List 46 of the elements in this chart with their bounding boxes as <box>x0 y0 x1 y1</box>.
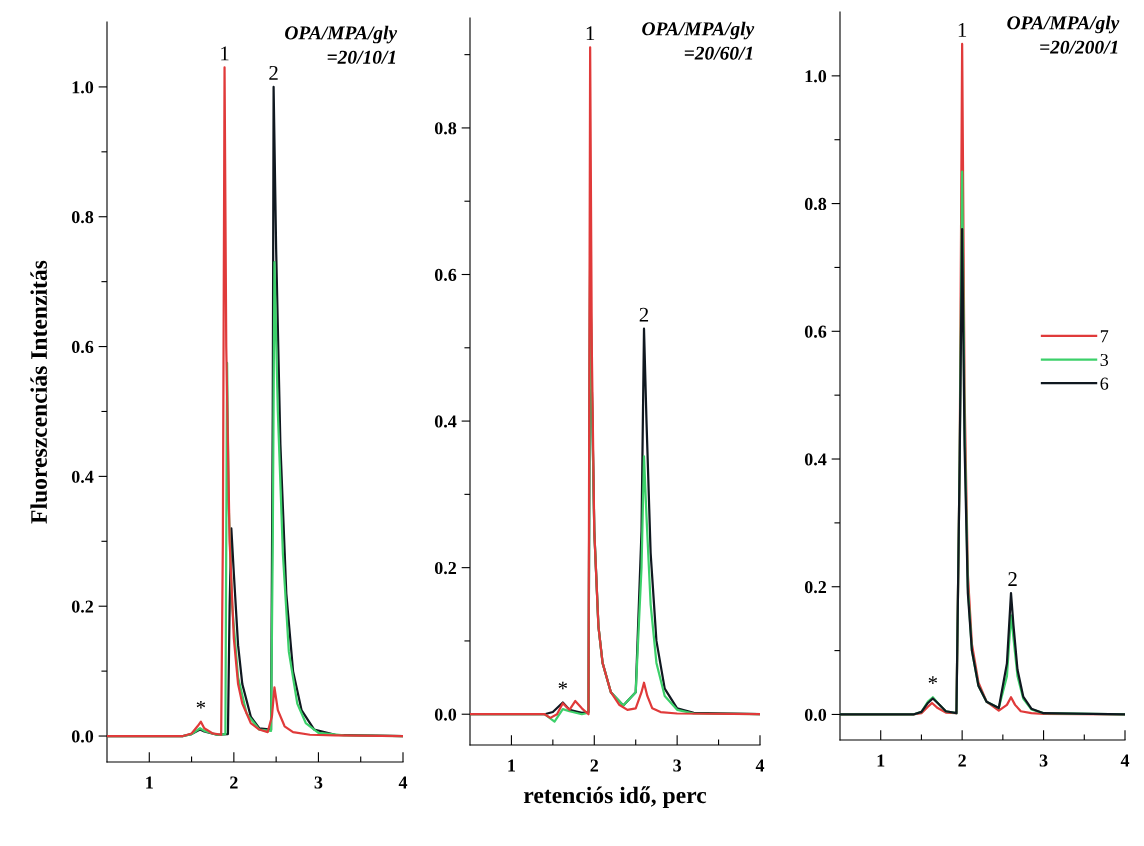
y-tick-label: 1.0 <box>805 70 827 83</box>
y-tick-label: 0.2 <box>71 600 94 613</box>
x-tick-label: 1 <box>877 754 885 767</box>
x-tick-label: 4 <box>755 759 765 772</box>
x-tick-label: 1 <box>146 776 153 789</box>
x-tick-label: 4 <box>1120 754 1130 767</box>
annotation: OPA/MPA/gly =20/200/1 <box>1007 15 1120 54</box>
y-tick-label: 1.0 <box>72 81 94 94</box>
legend-label: 6 <box>1100 377 1109 390</box>
y-tick-label: 0.4 <box>71 470 94 483</box>
y-tick-label: 0.0 <box>804 708 827 721</box>
y-tick-label: 0.8 <box>804 197 827 211</box>
x-tick-label: 3 <box>673 759 682 772</box>
y-axis-title: Fluoreszcenciás Intenzitás <box>30 260 48 524</box>
x-tick-label: 2 <box>958 754 966 767</box>
y-tick-label: 0.0 <box>434 708 457 721</box>
annotation: 2 <box>269 65 278 80</box>
y-tick-label: 0.8 <box>434 122 457 135</box>
annotation: * <box>558 681 568 690</box>
x-tick-label: 2 <box>230 776 238 789</box>
legend-label: 7 <box>1100 330 1109 343</box>
annotation: 2 <box>639 307 649 322</box>
annotation: OPA/MPA/gly =20/10/1 <box>285 25 398 64</box>
annotation: 2 <box>1008 572 1017 586</box>
x-tick-label: 3 <box>1039 754 1048 767</box>
annotation: * <box>928 676 938 684</box>
y-tick-label: 0.2 <box>434 561 457 575</box>
annotation: * <box>196 700 206 709</box>
legend-label: 3 <box>1100 353 1109 367</box>
x-axis-title: retenciós idő, perc <box>523 786 707 809</box>
annotation: 1 <box>586 26 595 41</box>
x-tick-label: 2 <box>590 759 599 772</box>
annotation: 1 <box>958 22 967 37</box>
y-tick-label: 0.4 <box>804 453 827 466</box>
annotation: OPA/MPA/gly =20/60/1 <box>642 21 755 60</box>
y-tick-label: 0.6 <box>71 340 94 354</box>
y-tick-label: 0.0 <box>71 730 94 743</box>
y-tick-label: 0.8 <box>71 210 94 224</box>
y-tick-label: 0.2 <box>804 580 827 594</box>
x-tick-label: 1 <box>508 759 516 772</box>
y-tick-label: 0.4 <box>434 415 457 428</box>
x-tick-label: 3 <box>314 776 323 789</box>
x-tick-label: 4 <box>398 776 408 789</box>
y-tick-label: 0.6 <box>434 268 457 282</box>
y-tick-label: 0.6 <box>804 325 827 338</box>
annotation: 1 <box>221 46 229 61</box>
